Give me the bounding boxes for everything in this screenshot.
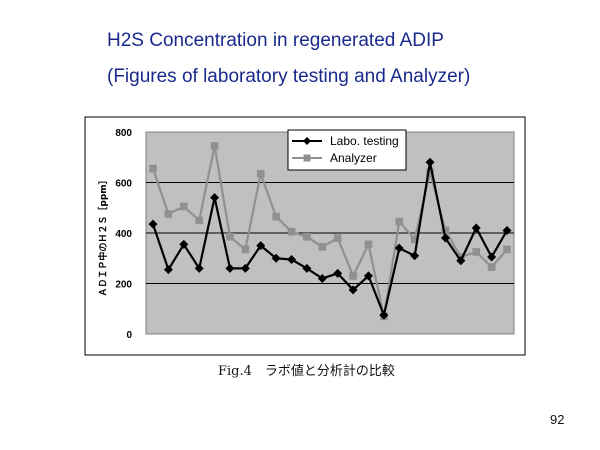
data-point-labo [440, 233, 450, 243]
legend-box [287, 129, 407, 171]
data-point-analyzer [256, 169, 265, 178]
data-point-analyzer [503, 245, 511, 254]
series-layer [148, 142, 512, 321]
series-line-labo [151, 162, 508, 319]
legend-label-analyzer: Analyzer [330, 151, 377, 165]
data-point-labo [256, 241, 266, 251]
data-point-analyzer [149, 164, 157, 173]
data-point-labo [240, 263, 250, 273]
legend-marker-labo [303, 137, 311, 145]
data-point-analyzer [195, 216, 203, 225]
data-point-analyzer [472, 248, 481, 256]
legend-marker-analyzer [303, 154, 311, 162]
data-point-analyzer [287, 227, 296, 236]
page-number: 92 [550, 412, 565, 427]
y-tick-label: 600 [115, 179, 132, 190]
y-tick-label: 0 [126, 330, 132, 341]
y-axis-label: ＡＤＩＰ中のＨ２Ｓ［ppm］ [97, 175, 109, 296]
data-point-analyzer [226, 232, 234, 241]
data-point-analyzer [487, 263, 496, 271]
data-point-analyzer [241, 245, 250, 254]
data-point-analyzer [364, 240, 373, 249]
legend: Labo. testing Analyzer [287, 129, 407, 171]
data-point-analyzer [303, 232, 311, 241]
data-point-labo [225, 263, 235, 273]
data-point-labo [302, 263, 312, 273]
series-line-analyzer [151, 145, 508, 317]
slide-title: H2S Concentration in regenerated ADIP [107, 30, 444, 51]
data-point-labo [425, 157, 435, 167]
data-point-labo [487, 252, 497, 262]
legend-label-labo: Labo. testing [330, 134, 399, 148]
data-point-labo [163, 265, 173, 275]
data-point-labo [456, 256, 466, 266]
slide-subtitle: (Figures of laboratory testing and Analy… [107, 66, 471, 87]
y-tick-label: 800 [115, 128, 132, 139]
data-point-analyzer [349, 272, 357, 280]
data-point-analyzer [441, 226, 450, 235]
data-point-labo [502, 225, 512, 235]
data-point-labo [394, 243, 404, 253]
data-point-analyzer [333, 234, 342, 242]
data-point-labo [317, 273, 327, 283]
data-point-labo [379, 310, 389, 320]
data-point-labo [363, 271, 373, 281]
data-point-labo [179, 239, 189, 249]
data-point-analyzer [318, 243, 327, 251]
data-point-labo [410, 251, 420, 261]
data-point-analyzer [272, 212, 280, 221]
data-point-labo [210, 193, 220, 203]
data-point-labo [471, 223, 481, 233]
data-point-labo [333, 268, 343, 278]
y-tick-label: 200 [115, 280, 132, 291]
data-point-analyzer [210, 142, 219, 150]
data-point-labo [271, 253, 281, 263]
y-tick-label: 400 [115, 229, 132, 240]
data-point-labo [287, 255, 297, 265]
figure-caption: Fig.4 ラボ値と分析計の比較 [218, 364, 395, 379]
data-point-labo [194, 263, 204, 273]
y-axis-ticks: 0 200 400 600 800 [115, 128, 132, 341]
data-point-analyzer [164, 210, 173, 218]
data-point-analyzer [395, 217, 404, 226]
data-point-analyzer [410, 235, 419, 244]
data-point-labo [148, 219, 158, 229]
data-point-analyzer [426, 168, 434, 177]
data-point-labo [348, 285, 358, 295]
data-point-analyzer [179, 202, 188, 211]
